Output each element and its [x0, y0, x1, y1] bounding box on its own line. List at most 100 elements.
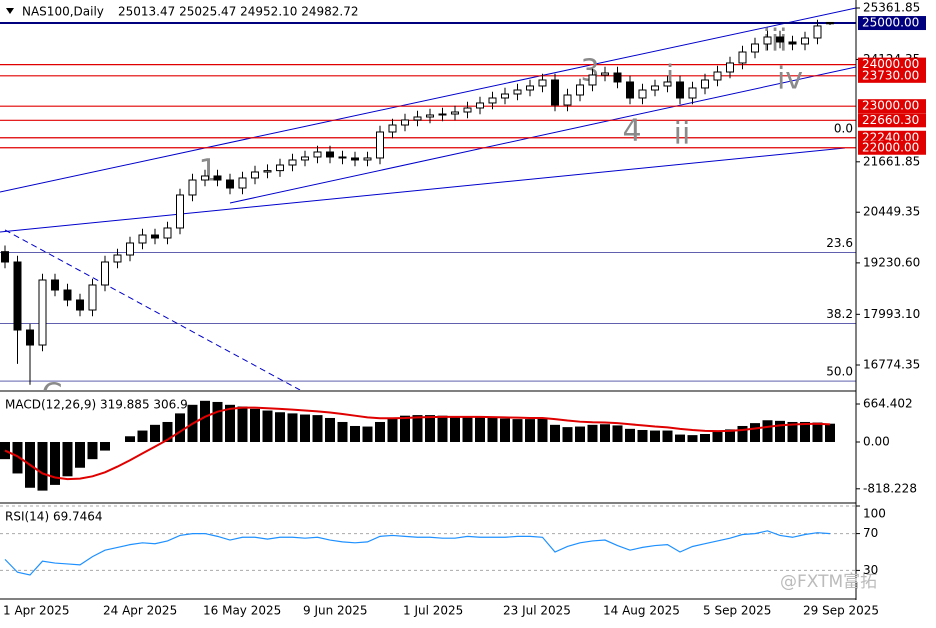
trendline	[229, 66, 856, 204]
macd-bar	[775, 420, 785, 442]
x-tick-label: 1 Jul 2025	[403, 604, 463, 618]
macd-bar	[162, 421, 173, 442]
macd-bar	[812, 422, 823, 442]
candle-body	[163, 227, 172, 239]
fib-label: 0.0	[834, 121, 853, 135]
candle-body	[526, 85, 534, 91]
y-tick-label: 21661.85	[863, 154, 920, 168]
macd-bar	[425, 415, 435, 442]
y-tick-label: 0.00	[863, 434, 890, 448]
main-panel: 134iiiiiiivC	[0, 7, 856, 413]
trendline	[0, 147, 846, 233]
candle-body	[613, 72, 622, 83]
candle-body	[663, 81, 672, 87]
y-tick-label: -818.228	[863, 481, 917, 495]
ohlc-text: 25013.47 25025.47 24952.10 24982.72	[118, 5, 358, 19]
level-label: 23000.00	[862, 99, 919, 113]
level-label: 22000.00	[862, 140, 919, 154]
macd-bar	[525, 419, 535, 442]
macd-bar	[287, 413, 298, 442]
macd-bar	[125, 436, 135, 442]
macd-bar	[237, 406, 248, 442]
level-label-box	[858, 113, 926, 128]
x-tick-label: 9 Jun 2025	[303, 604, 368, 618]
candle-body	[276, 164, 284, 172]
candle-body	[538, 79, 547, 87]
macd-bar	[225, 404, 235, 442]
candle-body	[226, 179, 234, 189]
macd-bar	[712, 431, 723, 442]
x-tick-label: 23 Jul 2025	[503, 604, 571, 618]
candle-body	[738, 51, 747, 64]
chart-title: NAS100,Daily	[22, 5, 104, 19]
level-label-box	[858, 16, 926, 31]
macd-bar	[275, 412, 285, 442]
y-tick-label: 17993.10	[863, 307, 920, 321]
rsi-line	[4, 530, 831, 576]
candle-body	[488, 97, 497, 104]
candle-body	[726, 62, 734, 73]
macd-bar	[100, 441, 110, 451]
macd-bar	[400, 415, 410, 442]
macd-bar	[75, 441, 85, 468]
macd-bar	[375, 421, 385, 442]
candle-body	[676, 81, 684, 99]
candle-body	[401, 119, 409, 126]
candle-body	[438, 113, 447, 116]
macd-bar	[550, 424, 560, 442]
macd-bar	[362, 426, 373, 442]
x-tick-label: 14 Aug 2025	[603, 604, 680, 618]
macd-bar	[537, 418, 548, 442]
menu-arrow[interactable]	[6, 8, 14, 14]
wave-label: 4	[622, 114, 641, 149]
fib-label: 50.0	[826, 365, 853, 379]
macd-bar	[612, 425, 623, 442]
macd-bar	[825, 423, 835, 442]
candle-body	[313, 151, 322, 158]
candle-body	[413, 116, 422, 121]
wave-label: C	[42, 378, 63, 413]
macd-bar	[637, 429, 648, 442]
level-label-box	[858, 68, 926, 83]
candle-body	[751, 43, 759, 53]
candle-body	[1, 251, 9, 263]
candle-body	[238, 177, 247, 189]
macd-bar	[200, 400, 210, 442]
macd-bar	[250, 408, 260, 442]
macd-bar	[262, 410, 273, 442]
y-tick-label: 25361.85	[863, 1, 920, 15]
wave-label: 1	[198, 154, 217, 189]
candle-body	[76, 299, 84, 311]
x-tick-label: 29 Sep 2025	[803, 604, 879, 618]
candle-body	[188, 179, 197, 196]
candle-body	[788, 41, 797, 45]
macd-bar	[312, 415, 323, 442]
macd-bar	[512, 419, 523, 442]
candle-body	[801, 37, 809, 45]
macd-bar	[150, 424, 160, 442]
candle-body	[213, 175, 222, 181]
x-tick-label: 24 Apr 2025	[103, 604, 177, 618]
candle-body	[826, 21, 834, 25]
macd-bar	[62, 441, 73, 477]
macd-bar	[787, 421, 798, 442]
macd-bar	[300, 414, 310, 442]
candle-body	[563, 94, 572, 106]
y-tick-label: 664.402	[863, 396, 913, 410]
level-label-box	[858, 57, 926, 72]
candle-body	[51, 279, 59, 291]
candle-body	[301, 156, 309, 161]
y-tick-label: 19230.60	[863, 255, 920, 269]
candle-body	[26, 329, 34, 346]
macd-bar	[800, 421, 810, 442]
candle-body	[638, 89, 647, 99]
candle-body	[426, 114, 434, 118]
candle-body	[763, 36, 772, 45]
macd-bar	[325, 417, 335, 442]
candle-body	[813, 25, 822, 39]
watermark: @FXTM富拓	[780, 572, 877, 592]
macd-bar	[487, 417, 498, 442]
candle-body	[688, 87, 697, 99]
level-label: 22660.30	[862, 113, 919, 127]
macd-bar	[50, 441, 60, 485]
